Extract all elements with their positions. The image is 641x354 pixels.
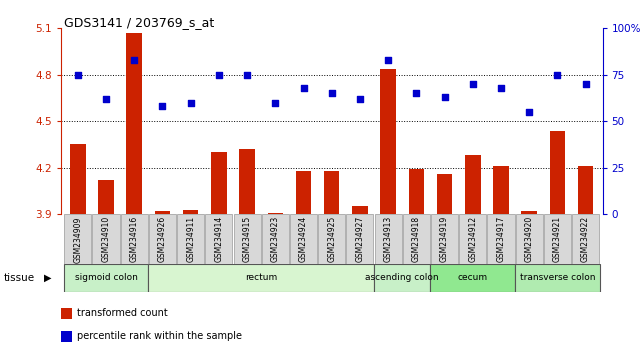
- Bar: [177, 214, 204, 264]
- Bar: [549, 131, 565, 214]
- Bar: [211, 152, 227, 214]
- Point: [440, 94, 450, 100]
- Bar: [487, 214, 515, 264]
- Text: GDS3141 / 203769_s_at: GDS3141 / 203769_s_at: [64, 16, 214, 29]
- Bar: [515, 214, 543, 264]
- Point: [72, 72, 83, 78]
- Text: ▶: ▶: [44, 273, 51, 283]
- Text: cecum: cecum: [458, 273, 488, 282]
- Point: [298, 85, 308, 91]
- Bar: [205, 214, 233, 264]
- Text: GSM234924: GSM234924: [299, 216, 308, 262]
- Text: ascending colon: ascending colon: [365, 273, 439, 282]
- Bar: [239, 149, 255, 214]
- Text: GSM234911: GSM234911: [186, 216, 195, 262]
- Bar: [70, 144, 86, 214]
- Bar: [346, 214, 374, 264]
- Bar: [233, 214, 261, 264]
- Bar: [98, 180, 114, 214]
- Bar: [149, 214, 176, 264]
- Text: percentile rank within the sample: percentile rank within the sample: [77, 331, 242, 341]
- Bar: [459, 214, 487, 264]
- Text: GSM234913: GSM234913: [384, 216, 393, 262]
- Bar: [374, 264, 431, 292]
- Bar: [437, 174, 453, 214]
- Text: transformed count: transformed count: [77, 308, 168, 318]
- Point: [129, 57, 139, 63]
- Text: GSM234912: GSM234912: [469, 216, 478, 262]
- Point: [242, 72, 252, 78]
- Text: rectum: rectum: [245, 273, 278, 282]
- Point: [185, 100, 196, 105]
- Bar: [92, 214, 120, 264]
- Text: transverse colon: transverse colon: [520, 273, 595, 282]
- Bar: [544, 214, 571, 264]
- Bar: [318, 214, 345, 264]
- Bar: [290, 214, 317, 264]
- Point: [468, 81, 478, 87]
- Bar: [296, 171, 312, 214]
- Text: GSM234914: GSM234914: [214, 216, 223, 262]
- Bar: [403, 214, 430, 264]
- Text: GSM234920: GSM234920: [525, 216, 534, 262]
- Bar: [374, 214, 402, 264]
- Point: [553, 72, 563, 78]
- Point: [412, 91, 422, 96]
- Text: GSM234925: GSM234925: [327, 216, 337, 262]
- Bar: [431, 264, 515, 292]
- Bar: [63, 264, 148, 292]
- Text: GSM234915: GSM234915: [242, 216, 251, 262]
- Text: GSM234927: GSM234927: [355, 216, 365, 262]
- Text: GSM234916: GSM234916: [129, 216, 138, 262]
- Point: [326, 91, 337, 96]
- Point: [496, 85, 506, 91]
- Bar: [267, 213, 283, 214]
- Point: [581, 81, 591, 87]
- Text: tissue: tissue: [3, 273, 35, 283]
- Point: [270, 100, 280, 105]
- Text: GSM234926: GSM234926: [158, 216, 167, 262]
- Bar: [262, 214, 289, 264]
- Bar: [521, 211, 537, 214]
- Text: sigmoid colon: sigmoid colon: [74, 273, 137, 282]
- Bar: [154, 211, 171, 214]
- Bar: [578, 166, 594, 214]
- Text: GSM234921: GSM234921: [553, 216, 562, 262]
- Bar: [408, 169, 424, 214]
- Point: [157, 103, 167, 109]
- Bar: [515, 264, 600, 292]
- Point: [383, 57, 394, 63]
- Bar: [126, 33, 142, 214]
- Point: [524, 109, 535, 115]
- Bar: [148, 264, 374, 292]
- Bar: [324, 171, 340, 214]
- Text: GSM234918: GSM234918: [412, 216, 421, 262]
- Bar: [465, 155, 481, 214]
- Bar: [493, 166, 509, 214]
- Point: [101, 96, 111, 102]
- Text: GSM234919: GSM234919: [440, 216, 449, 262]
- Bar: [183, 210, 199, 214]
- Text: GSM234922: GSM234922: [581, 216, 590, 262]
- Bar: [380, 69, 396, 214]
- Text: GSM234909: GSM234909: [73, 216, 82, 263]
- Point: [213, 72, 224, 78]
- Bar: [121, 214, 148, 264]
- Bar: [352, 206, 368, 214]
- Text: GSM234910: GSM234910: [101, 216, 110, 262]
- Text: GSM234923: GSM234923: [271, 216, 279, 262]
- Bar: [572, 214, 599, 264]
- Bar: [431, 214, 458, 264]
- Bar: [64, 214, 92, 264]
- Point: [355, 96, 365, 102]
- Text: GSM234917: GSM234917: [497, 216, 506, 262]
